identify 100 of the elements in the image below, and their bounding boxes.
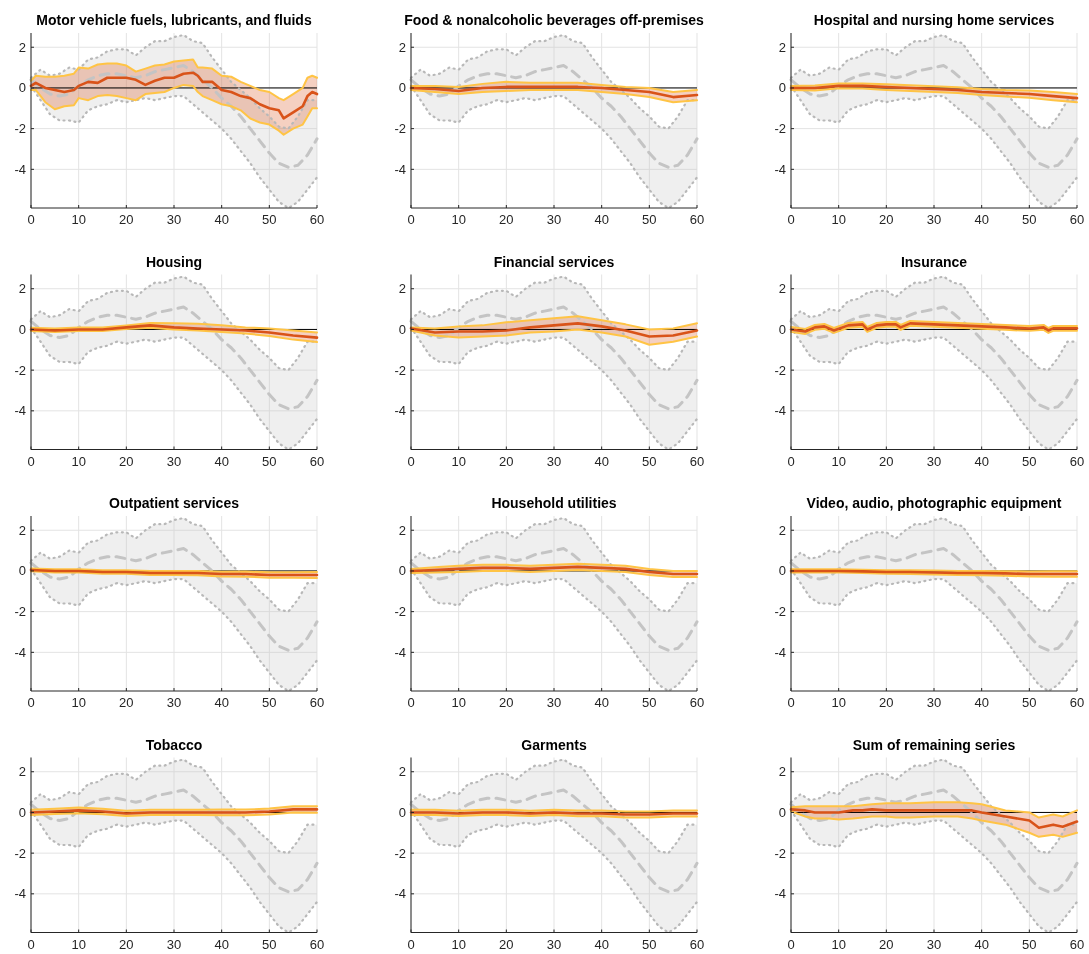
y-tick-label: 0 — [778, 804, 786, 820]
x-tick-label: 40 — [974, 936, 989, 952]
x-tick-label: 10 — [451, 212, 466, 227]
x-tick-label: 10 — [71, 695, 86, 710]
chart-title: Financial services — [493, 253, 615, 270]
y-tick-label: -4 — [394, 886, 406, 902]
x-tick-label: 50 — [1022, 695, 1037, 710]
x-tick-label: 20 — [119, 453, 134, 469]
chart-title: Insurance — [900, 253, 968, 270]
y-tick-label: 0 — [18, 563, 26, 579]
chart-title: Garments — [521, 736, 587, 753]
y-tick-label: -2 — [774, 362, 786, 378]
x-tick-label: 60 — [1069, 695, 1085, 710]
y-tick-label: 0 — [778, 80, 786, 96]
y-tick-label: 0 — [398, 563, 406, 579]
y-tick-label: 2 — [398, 764, 406, 780]
x-tick-label: 50 — [1022, 936, 1037, 952]
x-tick-label: 60 — [689, 212, 705, 227]
x-tick-label: 20 — [499, 212, 514, 227]
x-tick-label: 30 — [546, 212, 562, 227]
y-tick-label: 0 — [18, 80, 26, 96]
y-tick-label: 2 — [778, 764, 786, 780]
y-tick-label: -4 — [774, 403, 786, 419]
y-tick-label: 2 — [778, 39, 786, 55]
x-tick-label: 50 — [642, 936, 657, 952]
x-tick-label: 30 — [166, 212, 182, 227]
x-tick-label: 10 — [451, 695, 466, 710]
x-tick-label: 20 — [879, 453, 894, 469]
x-tick-label: 50 — [262, 453, 277, 469]
x-tick-label: 60 — [689, 453, 705, 469]
x-tick-label: 50 — [642, 212, 657, 227]
x-tick-label: 30 — [166, 453, 182, 469]
y-tick-label: -2 — [394, 604, 406, 620]
y-tick-label: -2 — [14, 845, 26, 861]
y-tick-label: 2 — [398, 39, 406, 55]
x-tick-label: 50 — [642, 695, 657, 710]
y-tick-label: -2 — [774, 121, 786, 137]
chart-title: Hospital and nursing home services — [813, 12, 1055, 28]
x-tick-label: 40 — [594, 936, 609, 952]
x-tick-label: 30 — [926, 695, 942, 710]
x-tick-label: 60 — [1069, 936, 1085, 952]
y-tick-label: 2 — [18, 281, 26, 297]
y-tick-label: -2 — [14, 362, 26, 378]
x-tick-label: 40 — [974, 212, 989, 227]
x-tick-label: 60 — [689, 936, 705, 952]
x-tick-label: 30 — [546, 936, 562, 952]
x-tick-label: 50 — [262, 212, 277, 227]
x-tick-label: 30 — [926, 212, 942, 227]
x-tick-label: 50 — [1022, 453, 1037, 469]
x-tick-label: 20 — [879, 695, 894, 710]
x-tick-label: 10 — [831, 212, 846, 227]
x-tick-label: 40 — [214, 453, 229, 469]
x-tick-label: 40 — [974, 695, 989, 710]
x-tick-label: 60 — [1069, 453, 1085, 469]
x-tick-label: 20 — [499, 936, 514, 952]
x-tick-label: 40 — [214, 936, 229, 952]
y-tick-label: 0 — [18, 804, 26, 820]
x-tick-label: 60 — [309, 695, 325, 710]
y-tick-label: 2 — [398, 522, 406, 538]
chart-title: Food & nonalcoholic beverages off-premises — [404, 12, 704, 28]
y-tick-label: -4 — [394, 644, 406, 660]
x-tick-label: 10 — [831, 453, 846, 469]
y-tick-label: 0 — [398, 804, 406, 820]
y-tick-label: 2 — [778, 522, 786, 538]
y-tick-label: -2 — [14, 604, 26, 620]
x-tick-label: 10 — [71, 453, 86, 469]
x-tick-label: 60 — [309, 453, 325, 469]
x-tick-label: 60 — [689, 695, 705, 710]
chart-title: Household utilities — [491, 495, 617, 511]
x-tick-label: 30 — [166, 936, 182, 952]
y-tick-label: -4 — [774, 644, 786, 660]
x-tick-label: 10 — [831, 936, 846, 952]
x-tick-label: 40 — [594, 695, 609, 710]
x-tick-label: 20 — [119, 212, 134, 227]
x-tick-label: 40 — [214, 212, 229, 227]
y-tick-label: -4 — [14, 644, 26, 660]
x-tick-label: 40 — [214, 695, 229, 710]
x-tick-label: 20 — [879, 936, 894, 952]
y-tick-label: 0 — [778, 563, 786, 579]
y-tick-label: -4 — [14, 403, 26, 419]
chart-title: Motor vehicle fuels, lubricants, and fluids — [36, 12, 312, 28]
y-tick-label: -4 — [774, 886, 786, 902]
y-tick-label: 2 — [18, 764, 26, 780]
x-tick-label: 50 — [642, 453, 657, 469]
x-tick-label: 10 — [71, 936, 86, 952]
y-tick-label: 0 — [398, 321, 406, 337]
x-tick-label: 10 — [831, 695, 846, 710]
x-tick-label: 20 — [879, 212, 894, 227]
y-tick-label: -4 — [14, 161, 26, 177]
x-tick-label: 30 — [926, 936, 942, 952]
x-tick-label: 30 — [926, 453, 942, 469]
x-tick-label: 50 — [262, 936, 277, 952]
x-tick-label: 10 — [451, 936, 466, 952]
x-tick-label: 10 — [451, 453, 466, 469]
x-tick-label: 40 — [974, 453, 989, 469]
x-tick-label: 50 — [262, 695, 277, 710]
x-tick-label: 60 — [309, 936, 325, 952]
chart-title: Video, audio, photographic equipment — [806, 495, 1062, 511]
y-tick-label: -4 — [14, 886, 26, 902]
chart-title: Housing — [146, 253, 202, 270]
